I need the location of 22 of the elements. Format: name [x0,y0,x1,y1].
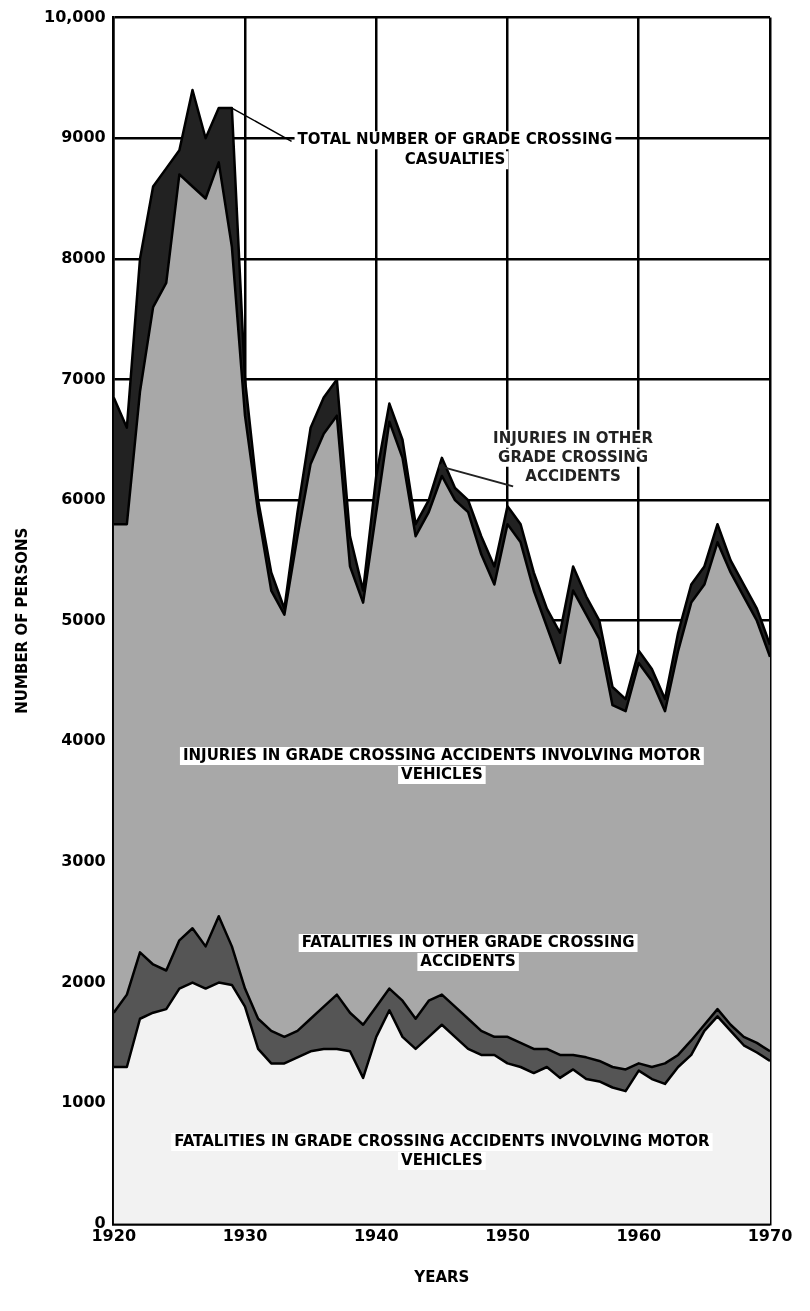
series-label: INJURIES IN GRADE CROSSING ACCIDENTS INVOLVING MOTOR VEHICLES [182,745,702,783]
y-axis-title: NUMBER OF PERSONS [12,527,31,714]
y-tick-label: 9000 [61,127,106,147]
y-tick-label: 8000 [61,248,106,267]
y-tick-label: 6000 [61,489,106,509]
text: FATALITIES IN OTHER GRADE CROSSING ACCIDENTS [301,932,635,970]
y-tick-label: 7000 [61,368,106,388]
annotation: TOTAL NUMBER OF GRADE CROSSING CASUALTIES [297,130,613,169]
series-label: INJURIES IN OTHER GRADE CROSSING ACCIDENTS [493,428,654,485]
x-tick-label: 1950 [485,1225,530,1245]
y-tick-label: 5000 [61,609,106,629]
y-tick-label: 1000 [61,1092,106,1112]
x-axis-title: YEARS [413,1267,470,1286]
x-tick-label: 1940 [353,1225,399,1245]
x-tick-label: 1960 [616,1225,662,1245]
y-tick-label: 2000 [61,971,106,991]
series-label: FATALITIES IN GRADE CROSSING ACCIDENTS INVOLVING MOTOR VEHICLES [174,1131,711,1169]
y-tick-label: 4000 [61,730,106,750]
x-tick-label: 1970 [747,1225,793,1245]
x-tick-label: 1930 [222,1225,268,1245]
y-tick-label: 10,000 [43,6,106,26]
y-tick-label: 3000 [61,851,106,871]
